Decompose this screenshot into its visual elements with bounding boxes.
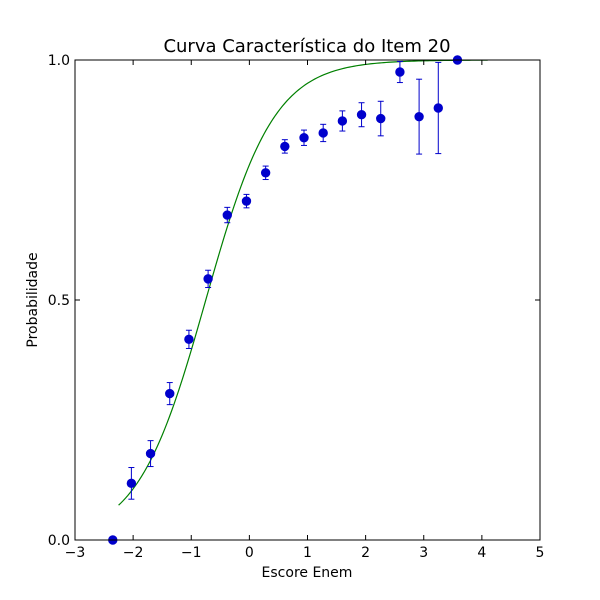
- y-tick-label-0: 0.0: [48, 533, 70, 549]
- y-axis-label: Probabilidade: [25, 252, 41, 347]
- fitted-curve-layer: [118, 59, 488, 506]
- data-point-9: [280, 141, 290, 152]
- data-point-14: [376, 113, 386, 124]
- data-point-2: [145, 448, 156, 459]
- data-point-16: [414, 111, 424, 122]
- data-point-6: [222, 210, 232, 220]
- data-point-10: [299, 133, 309, 143]
- data-points-layer: [108, 55, 463, 545]
- data-point-15: [395, 67, 405, 77]
- data-point-11: [318, 128, 328, 138]
- x-tick-label-4: 1: [303, 545, 312, 561]
- x-tick-label-5: 2: [361, 545, 370, 561]
- data-point-8: [260, 168, 271, 178]
- chart-title: Curva Característica do Item 20: [163, 36, 450, 57]
- y-tick-label-2: 1.0: [48, 53, 70, 69]
- x-tick-label-3: 0: [245, 545, 254, 561]
- x-tick-label-8: 5: [536, 545, 545, 561]
- data-point-12: [337, 116, 348, 126]
- x-tick-label-1: −2: [123, 545, 144, 561]
- x-tick-label-0: −3: [65, 545, 86, 561]
- data-point-4: [184, 334, 194, 345]
- data-point-5: [203, 274, 213, 284]
- x-tick-label-6: 3: [419, 545, 428, 561]
- data-point-7: [241, 196, 252, 206]
- x-axis-label: Escore Enem: [262, 565, 353, 581]
- y-tick-label-1: 0.5: [48, 293, 70, 309]
- plot-background: [75, 60, 540, 540]
- x-tick-label-7: 4: [477, 545, 486, 561]
- logistic-curve-line: [118, 59, 488, 506]
- x-tick-label-2: −1: [181, 545, 202, 561]
- data-point-13: [356, 110, 367, 120]
- axis-ticks-layer: −3 −2 −1 0 1 2 3 4 5 0.0 0.5 1.0: [48, 53, 545, 561]
- data-point-3: [165, 388, 175, 399]
- data-point-17: [433, 103, 443, 113]
- data-point-1: [126, 478, 137, 489]
